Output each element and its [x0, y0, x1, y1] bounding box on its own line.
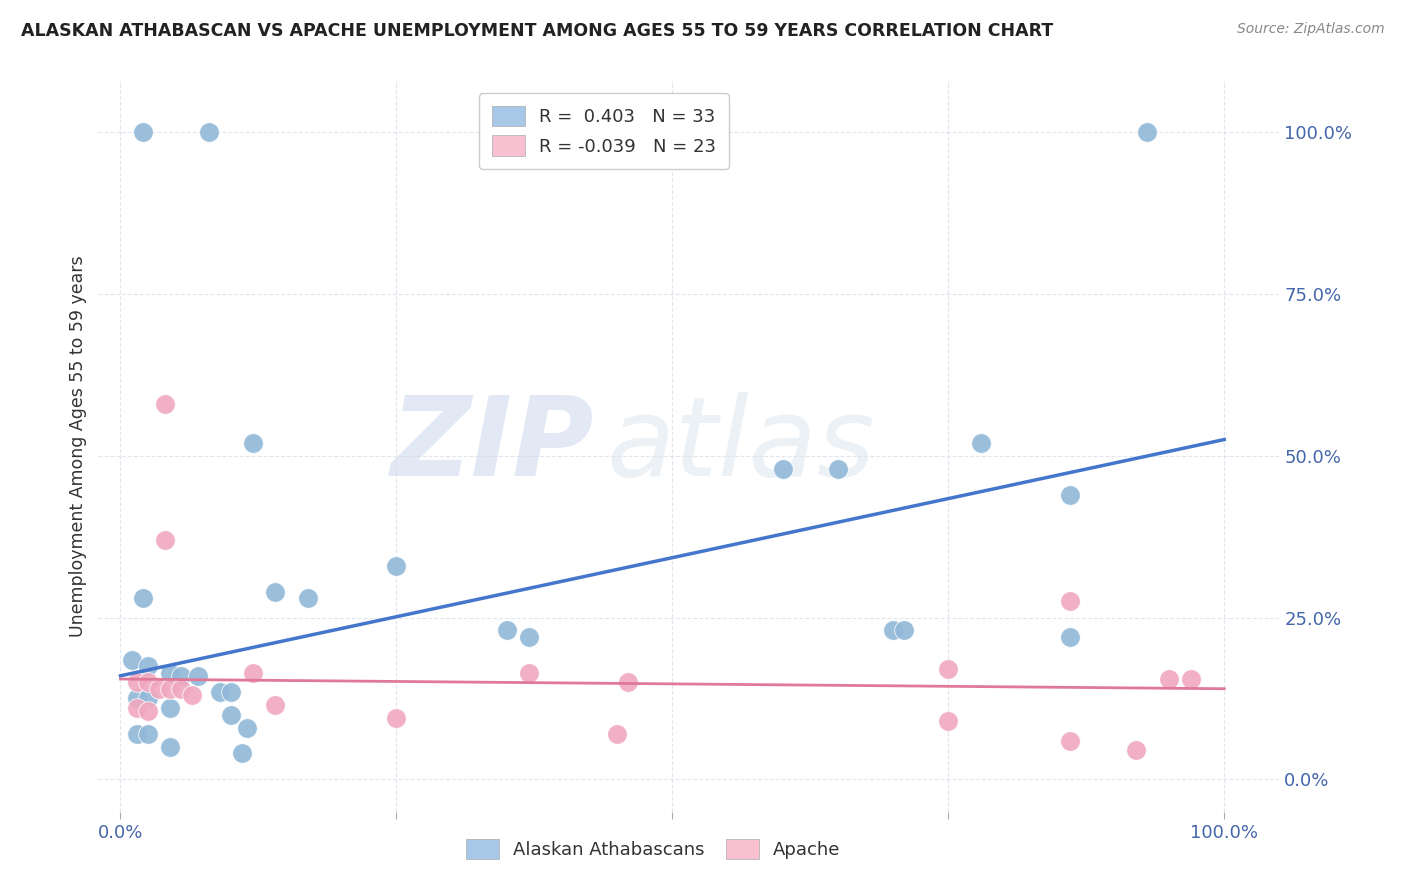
- Point: [159, 665, 181, 680]
- Point: [159, 739, 181, 754]
- Point: [264, 698, 287, 712]
- Point: [125, 701, 148, 715]
- Point: [495, 624, 517, 638]
- Point: [1059, 487, 1081, 501]
- Point: [125, 691, 148, 706]
- Point: [153, 397, 176, 411]
- Point: [936, 714, 959, 728]
- Point: [936, 662, 959, 676]
- Point: [153, 533, 176, 547]
- Point: [236, 721, 259, 735]
- Point: [136, 659, 159, 673]
- Point: [148, 681, 170, 696]
- Point: [170, 669, 193, 683]
- Point: [125, 675, 148, 690]
- Point: [136, 727, 159, 741]
- Point: [125, 727, 148, 741]
- Point: [1136, 125, 1159, 139]
- Point: [242, 435, 264, 450]
- Point: [198, 125, 221, 139]
- Point: [882, 624, 904, 638]
- Point: [131, 591, 153, 606]
- Y-axis label: Unemployment Among Ages 55 to 59 years: Unemployment Among Ages 55 to 59 years: [69, 255, 87, 637]
- Point: [606, 727, 628, 741]
- Point: [131, 125, 153, 139]
- Point: [617, 675, 640, 690]
- Point: [893, 624, 915, 638]
- Text: ZIP: ZIP: [391, 392, 595, 500]
- Point: [385, 558, 408, 573]
- Point: [136, 675, 159, 690]
- Legend: Alaskan Athabascans, Apache: Alaskan Athabascans, Apache: [457, 830, 849, 869]
- Point: [1157, 672, 1180, 686]
- Point: [136, 705, 159, 719]
- Point: [219, 707, 242, 722]
- Point: [219, 685, 242, 699]
- Point: [827, 461, 849, 475]
- Point: [170, 681, 193, 696]
- Point: [136, 691, 159, 706]
- Point: [385, 711, 408, 725]
- Text: ALASKAN ATHABASCAN VS APACHE UNEMPLOYMENT AMONG AGES 55 TO 59 YEARS CORRELATION : ALASKAN ATHABASCAN VS APACHE UNEMPLOYMEN…: [21, 22, 1053, 40]
- Point: [1059, 630, 1081, 644]
- Point: [231, 747, 253, 761]
- Point: [970, 435, 993, 450]
- Point: [1059, 594, 1081, 608]
- Point: [242, 665, 264, 680]
- Point: [159, 681, 181, 696]
- Point: [159, 701, 181, 715]
- Point: [772, 461, 794, 475]
- Point: [181, 688, 204, 702]
- Point: [208, 685, 231, 699]
- Text: Source: ZipAtlas.com: Source: ZipAtlas.com: [1237, 22, 1385, 37]
- Point: [517, 665, 540, 680]
- Point: [121, 652, 143, 666]
- Point: [1059, 733, 1081, 747]
- Point: [517, 630, 540, 644]
- Point: [297, 591, 319, 606]
- Point: [264, 584, 287, 599]
- Text: atlas: atlas: [606, 392, 875, 500]
- Point: [1125, 743, 1147, 757]
- Point: [187, 669, 209, 683]
- Point: [1180, 672, 1202, 686]
